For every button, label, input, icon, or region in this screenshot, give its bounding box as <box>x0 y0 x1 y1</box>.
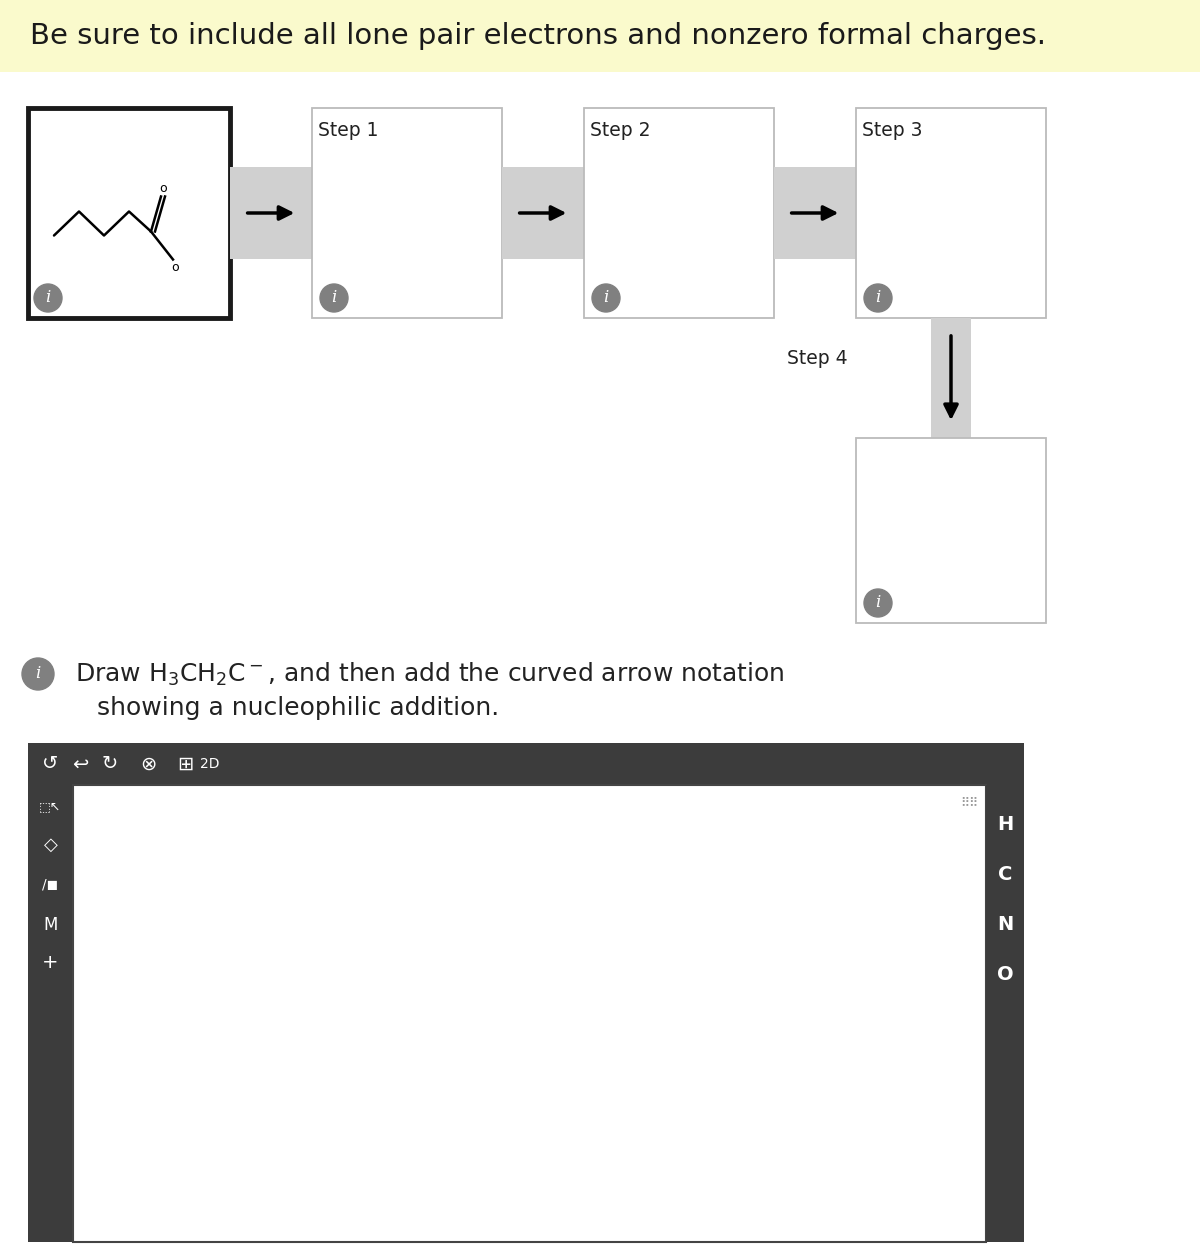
Text: showing a nucleophilic addition.: showing a nucleophilic addition. <box>97 696 499 720</box>
Circle shape <box>34 284 62 312</box>
Text: +: + <box>42 954 59 973</box>
Bar <box>0 0 1200 72</box>
Text: /◼: /◼ <box>42 877 59 892</box>
Text: C: C <box>998 866 1012 885</box>
Bar <box>931 318 971 437</box>
Bar <box>856 108 1046 318</box>
Text: N: N <box>997 915 1013 934</box>
Text: i: i <box>35 665 41 683</box>
Bar <box>502 167 584 259</box>
Text: O: O <box>997 965 1013 984</box>
Text: o: o <box>172 261 179 274</box>
Bar <box>774 167 856 259</box>
Bar <box>584 108 774 318</box>
Text: i: i <box>604 289 608 305</box>
Text: ⊗: ⊗ <box>140 754 156 773</box>
Circle shape <box>864 590 892 617</box>
Text: Draw $\mathregular{H_3CH_2C^-}$, and then add the curved arrow notation: Draw $\mathregular{H_3CH_2C^-}$, and the… <box>74 660 785 688</box>
Bar <box>28 743 1024 786</box>
Bar <box>28 786 73 1242</box>
Circle shape <box>22 657 54 690</box>
Text: Be sure to include all lone pair electrons and nonzero formal charges.: Be sure to include all lone pair electro… <box>30 23 1046 50</box>
Text: i: i <box>875 289 881 305</box>
Text: M: M <box>43 916 58 934</box>
Text: ↺: ↺ <box>42 754 58 773</box>
Text: H: H <box>997 816 1013 835</box>
Bar <box>28 108 230 318</box>
Text: Step 2: Step 2 <box>590 121 650 140</box>
Bar <box>73 786 986 1242</box>
Text: ⠿⠿: ⠿⠿ <box>960 797 978 810</box>
Text: o: o <box>160 182 167 195</box>
Text: Step 3: Step 3 <box>862 121 923 140</box>
Text: ⬚↖: ⬚↖ <box>40 801 61 813</box>
Text: i: i <box>331 289 337 305</box>
Text: Step 4: Step 4 <box>787 348 848 367</box>
Circle shape <box>864 284 892 312</box>
Text: ⊞: ⊞ <box>176 754 193 773</box>
Text: 2D: 2D <box>200 757 220 771</box>
Bar <box>312 108 502 318</box>
Circle shape <box>592 284 620 312</box>
Text: ↻: ↻ <box>102 754 118 773</box>
Bar <box>230 167 312 259</box>
Text: Step 1: Step 1 <box>318 121 378 140</box>
Text: ↩: ↩ <box>72 754 88 773</box>
Circle shape <box>320 284 348 312</box>
Bar <box>986 786 1024 1242</box>
Text: ◇: ◇ <box>43 836 58 854</box>
Text: i: i <box>46 289 50 305</box>
Text: i: i <box>875 595 881 611</box>
Bar <box>856 437 1046 623</box>
